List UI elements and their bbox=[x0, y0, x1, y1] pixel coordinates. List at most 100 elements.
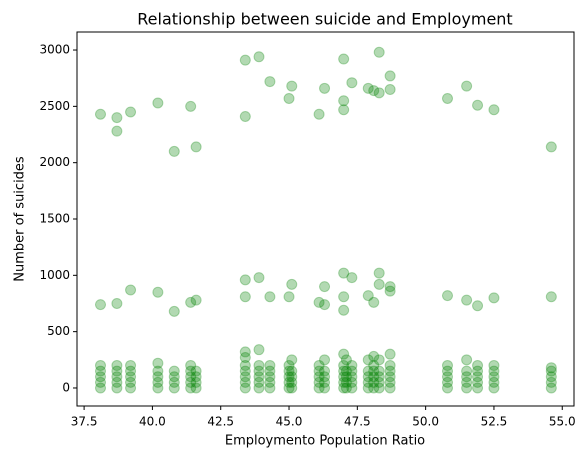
point bbox=[545, 291, 557, 303]
point bbox=[461, 354, 473, 366]
point bbox=[283, 382, 295, 394]
point bbox=[283, 359, 295, 371]
point bbox=[185, 100, 197, 112]
point bbox=[488, 382, 500, 394]
point bbox=[488, 292, 500, 304]
point bbox=[461, 80, 473, 92]
point bbox=[152, 382, 164, 394]
point bbox=[185, 376, 197, 388]
point bbox=[362, 376, 374, 388]
point bbox=[94, 371, 106, 383]
point bbox=[239, 291, 251, 303]
point bbox=[346, 272, 358, 284]
point bbox=[373, 267, 385, 279]
point bbox=[545, 376, 557, 388]
point bbox=[346, 371, 358, 383]
point bbox=[283, 376, 295, 388]
point bbox=[338, 291, 350, 303]
point bbox=[346, 365, 358, 377]
point bbox=[111, 382, 123, 394]
point bbox=[368, 296, 380, 308]
point bbox=[94, 299, 106, 311]
point bbox=[384, 359, 396, 371]
y-tick-label: 1000 bbox=[39, 268, 70, 282]
point bbox=[362, 371, 374, 383]
point bbox=[111, 112, 123, 124]
point bbox=[185, 371, 197, 383]
point bbox=[239, 365, 251, 377]
point bbox=[545, 141, 557, 153]
point bbox=[362, 382, 374, 394]
point bbox=[239, 359, 251, 371]
point bbox=[185, 359, 197, 371]
point bbox=[373, 87, 385, 99]
point bbox=[373, 365, 385, 377]
point bbox=[125, 359, 137, 371]
y-tick-label: 2500 bbox=[39, 99, 70, 113]
point bbox=[384, 285, 396, 297]
x-tick-label: 55.0 bbox=[549, 415, 576, 429]
point bbox=[190, 294, 202, 306]
point bbox=[338, 348, 350, 360]
point bbox=[283, 365, 295, 377]
point bbox=[111, 365, 123, 377]
point bbox=[94, 376, 106, 388]
point bbox=[362, 82, 374, 94]
point bbox=[185, 382, 197, 394]
point bbox=[319, 382, 331, 394]
point bbox=[384, 376, 396, 388]
point bbox=[472, 382, 484, 394]
point bbox=[338, 95, 350, 107]
point bbox=[286, 354, 298, 366]
point bbox=[190, 365, 202, 377]
point bbox=[346, 359, 358, 371]
point bbox=[168, 382, 180, 394]
point bbox=[338, 382, 350, 394]
point bbox=[340, 382, 352, 394]
point bbox=[346, 376, 358, 388]
point bbox=[168, 145, 180, 157]
point bbox=[125, 284, 137, 296]
point bbox=[338, 53, 350, 65]
point bbox=[313, 365, 325, 377]
point bbox=[461, 382, 473, 394]
point bbox=[253, 365, 265, 377]
point bbox=[441, 365, 453, 377]
point bbox=[461, 376, 473, 388]
point bbox=[373, 376, 385, 388]
point bbox=[368, 350, 380, 362]
point bbox=[152, 357, 164, 369]
point bbox=[185, 296, 197, 308]
point bbox=[283, 92, 295, 104]
point bbox=[125, 376, 137, 388]
point bbox=[286, 365, 298, 377]
point bbox=[152, 376, 164, 388]
point bbox=[346, 382, 358, 394]
point bbox=[340, 371, 352, 383]
point bbox=[239, 371, 251, 383]
point bbox=[368, 359, 380, 371]
point bbox=[488, 359, 500, 371]
point bbox=[338, 371, 350, 383]
point bbox=[340, 376, 352, 388]
point bbox=[545, 382, 557, 394]
point bbox=[253, 51, 265, 63]
point bbox=[545, 371, 557, 383]
point bbox=[384, 281, 396, 293]
point bbox=[253, 382, 265, 394]
y-tick-label: 0 bbox=[62, 380, 70, 394]
point bbox=[313, 359, 325, 371]
point bbox=[152, 286, 164, 298]
point bbox=[340, 365, 352, 377]
point bbox=[283, 371, 295, 383]
point bbox=[319, 354, 331, 366]
point bbox=[472, 359, 484, 371]
point bbox=[264, 291, 276, 303]
point bbox=[338, 376, 350, 388]
x-tick-label: 37.5 bbox=[71, 415, 98, 429]
point bbox=[368, 382, 380, 394]
point bbox=[384, 371, 396, 383]
point bbox=[441, 376, 453, 388]
point bbox=[461, 371, 473, 383]
